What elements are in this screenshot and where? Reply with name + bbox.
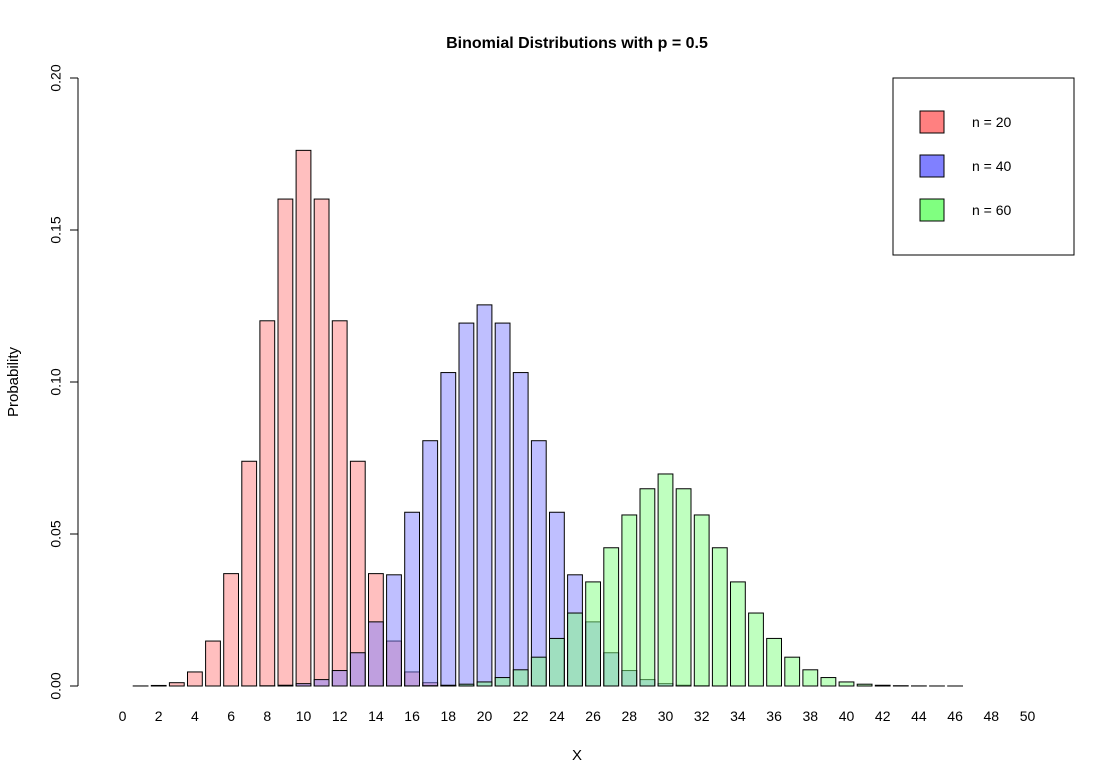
x-tick-label: 16: [404, 708, 420, 724]
bar-s3-x28: [621, 514, 638, 687]
y-axis-label: Probability: [5, 346, 22, 417]
bar-s3-x26: [585, 581, 602, 687]
bar-s2-x15: [386, 574, 402, 687]
bar-s2-x21: [494, 322, 511, 687]
legend-label-3: n = 60: [972, 202, 1012, 218]
bar-s3-x40: [838, 681, 855, 687]
bar-s3-x35: [748, 612, 764, 687]
bar-s3-x20: [476, 681, 493, 687]
y-tick-label: 0.20: [48, 64, 64, 91]
bar-s2-x18: [440, 372, 457, 687]
bar-s3-x24: [549, 637, 565, 687]
x-tick-label: 34: [730, 708, 746, 724]
x-tick-label: 26: [585, 708, 601, 724]
bar-s2-x13: [349, 652, 366, 687]
bar-s1-x6: [223, 573, 239, 687]
bar-s3-x30: [657, 473, 674, 687]
bar-s3-x27: [603, 547, 620, 687]
bar-s2-x14: [368, 621, 384, 687]
bar-s1-x2: [150, 684, 167, 687]
y-tick-label: 0.00: [48, 672, 64, 699]
legend-label-1: n = 20: [972, 114, 1012, 130]
x-tick-label: 14: [368, 708, 384, 724]
bar-s2-x23: [530, 440, 547, 687]
bar-s3-x41: [856, 683, 873, 687]
bar-s3-x38: [802, 669, 819, 687]
bar-s3-x33: [711, 547, 728, 687]
bar-s3-x19: [458, 683, 475, 687]
bars-layer: [132, 149, 964, 687]
bar-s3-x21: [494, 677, 511, 687]
x-tick-label: 4: [191, 708, 199, 724]
bar-s3-x18: [440, 684, 457, 687]
bar-s3-x29: [639, 488, 656, 687]
bar-s3-x32: [693, 514, 710, 687]
bar-s3-x23: [530, 656, 547, 687]
bar-s1-x7: [241, 460, 258, 687]
bar-s3-x25: [567, 612, 583, 687]
bar-s3-x37: [784, 656, 801, 687]
bar-s1-x11: [313, 198, 330, 687]
x-axis-label: X: [572, 747, 582, 764]
x-tick-label: 38: [803, 708, 819, 724]
bar-s2-x11: [313, 679, 330, 687]
series-2: [223, 304, 746, 687]
x-tick-label: 22: [513, 708, 529, 724]
bar-s1-x5: [205, 640, 221, 687]
series-3: [368, 473, 964, 687]
bar-s2-x20: [476, 304, 493, 687]
axes-layer: 0.000.050.100.150.200 2 4 6 8 10 12 14 16 18 20 22 2…: [48, 64, 1036, 724]
bar-s2-x9: [277, 684, 294, 687]
x-tick-label: 44: [911, 708, 927, 724]
x-tick-label: 40: [839, 708, 855, 724]
bar-s2-x12: [331, 670, 348, 687]
x-tick-label: 24: [549, 708, 565, 724]
bar-s2-x22: [512, 372, 529, 687]
x-tick-label: 42: [875, 708, 891, 724]
bar-s3-x31: [675, 488, 692, 687]
x-tick-label: 10: [296, 708, 312, 724]
x-tick-label: 46: [947, 708, 963, 724]
bar-s1-x3: [168, 682, 185, 687]
bar-s2-x19: [458, 322, 475, 687]
bar-s3-x34: [730, 581, 746, 687]
y-tick-label: 0.10: [48, 368, 64, 395]
x-tick-label: 36: [766, 708, 782, 724]
bar-s3-x22: [512, 669, 529, 687]
x-tick-label: 32: [694, 708, 710, 724]
bar-s1-x10: [295, 149, 312, 687]
x-tick-label: 0: [119, 708, 127, 724]
x-tick-label: 50: [1020, 708, 1036, 724]
legend: n = 20 n = 40 n = 60: [892, 77, 1075, 256]
x-tick-label: 2: [155, 708, 163, 724]
bar-s3-x42: [874, 684, 891, 687]
bar-s1-x4: [187, 671, 203, 687]
bar-s1-x12: [331, 320, 348, 687]
bar-s3-x36: [766, 637, 783, 687]
bar-s1-x8: [259, 320, 276, 687]
legend-swatch-2: [919, 154, 945, 178]
x-tick-label: 6: [227, 708, 235, 724]
bar-s2-x17: [422, 440, 439, 687]
legend-swatch-3: [919, 198, 945, 222]
bar-s3-x39: [820, 677, 837, 687]
legend-label-2: n = 40: [972, 158, 1012, 174]
y-tick-label: 0.15: [48, 216, 64, 243]
x-tick-label: 30: [658, 708, 674, 724]
bar-s2-x10: [295, 683, 312, 687]
legend-swatch-1: [919, 110, 945, 134]
x-tick-label: 20: [477, 708, 493, 724]
x-tick-label: 8: [263, 708, 271, 724]
chart-title: Binomial Distributions with p = 0.5: [446, 35, 708, 52]
x-tick-label: 18: [441, 708, 457, 724]
bar-s2-x16: [404, 511, 421, 687]
x-tick-label: 28: [622, 708, 638, 724]
bar-s1-x9: [277, 198, 294, 687]
y-tick-label: 0.05: [48, 520, 64, 547]
x-tick-label: 12: [332, 708, 348, 724]
x-tick-label: 48: [984, 708, 1000, 724]
